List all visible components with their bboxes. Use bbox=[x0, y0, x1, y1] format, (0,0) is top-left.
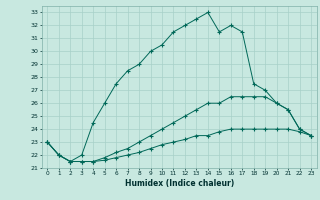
X-axis label: Humidex (Indice chaleur): Humidex (Indice chaleur) bbox=[124, 179, 234, 188]
